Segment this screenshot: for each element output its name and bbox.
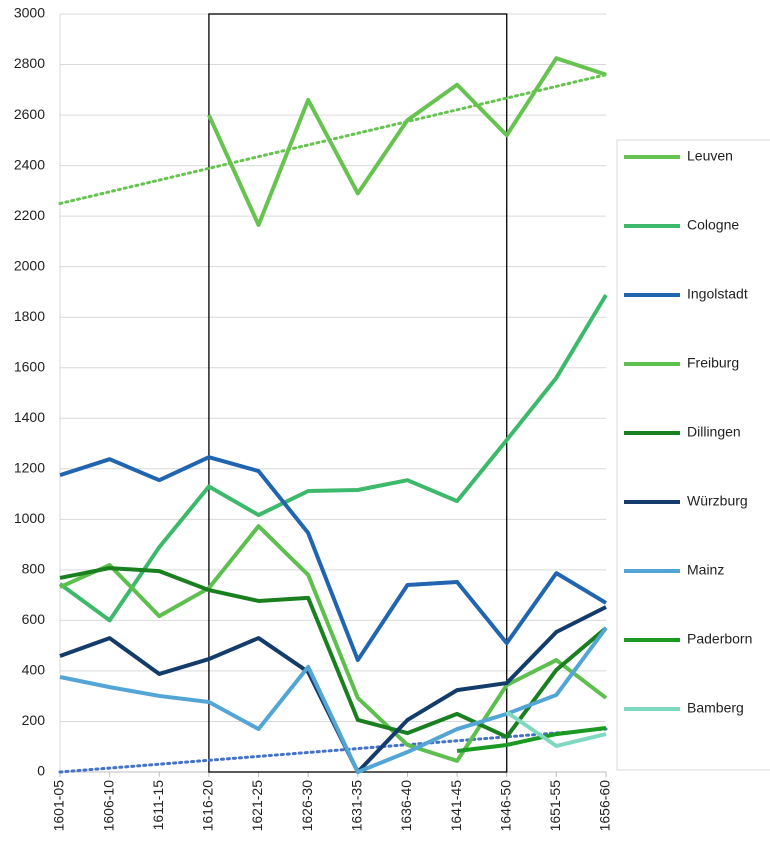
legend-label: Mainz <box>687 562 724 578</box>
x-tick-label: 1621-25 <box>249 780 265 832</box>
series-line <box>456 726 607 754</box>
y-tick-label: 1200 <box>14 460 45 476</box>
y-tick-label: 2600 <box>14 106 45 122</box>
x-tick-label: 1646-50 <box>497 780 513 832</box>
y-tick-label: 2400 <box>14 156 45 172</box>
series-line <box>59 566 608 739</box>
x-tick-label: 1616-20 <box>200 780 216 832</box>
x-tick-label: 1631-35 <box>349 780 365 832</box>
y-tick-label: 1600 <box>14 358 45 374</box>
x-tick-label: 1611-15 <box>150 780 166 831</box>
legend-label: Cologne <box>687 217 739 233</box>
y-tick-label: 400 <box>22 662 46 678</box>
legend-label: Paderborn <box>687 631 752 647</box>
y-tick-label: 2000 <box>14 257 45 273</box>
y-tick-label: 200 <box>22 712 46 728</box>
legend-label: Würzburg <box>687 493 748 509</box>
legend-label: Freiburg <box>687 355 739 371</box>
series-line <box>59 455 608 663</box>
legend-label: Ingolstadt <box>687 286 748 302</box>
legend-label: Bamberg <box>687 700 744 716</box>
y-tick-label: 3000 <box>14 5 45 21</box>
x-tick-label: 1606-10 <box>100 780 116 832</box>
trendline <box>58 727 608 774</box>
x-tick-label: 1656-60 <box>597 780 613 832</box>
x-tick-label: 1601-05 <box>51 780 67 832</box>
y-tick-label: 800 <box>22 561 46 577</box>
y-tick-label: 1000 <box>14 510 45 526</box>
series-line <box>59 626 608 774</box>
series-line <box>505 710 607 748</box>
y-tick-label: 2200 <box>14 207 45 223</box>
legend-label: Leuven <box>687 148 733 164</box>
legend: Leuven Cologne Ingolstadt Freiburg Dillingen… <box>616 139 770 771</box>
x-tick-label: 1626-30 <box>299 780 315 832</box>
y-tick-label: 600 <box>22 611 46 627</box>
x-tick-label: 1636-40 <box>398 780 414 832</box>
y-tick-label: 0 <box>37 763 45 779</box>
series-line <box>58 293 608 623</box>
series-line <box>207 56 607 227</box>
x-tick-label: 1651-55 <box>547 780 563 832</box>
legend-box <box>616 139 770 771</box>
legend-label: Dillingen <box>687 424 741 440</box>
y-tick-label: 1400 <box>14 409 45 425</box>
y-tick-label: 1800 <box>14 308 45 324</box>
y-tick-label: 2800 <box>14 55 45 71</box>
trendline <box>58 73 608 205</box>
series-line <box>59 524 608 763</box>
x-tick-label: 1641-45 <box>448 780 464 832</box>
